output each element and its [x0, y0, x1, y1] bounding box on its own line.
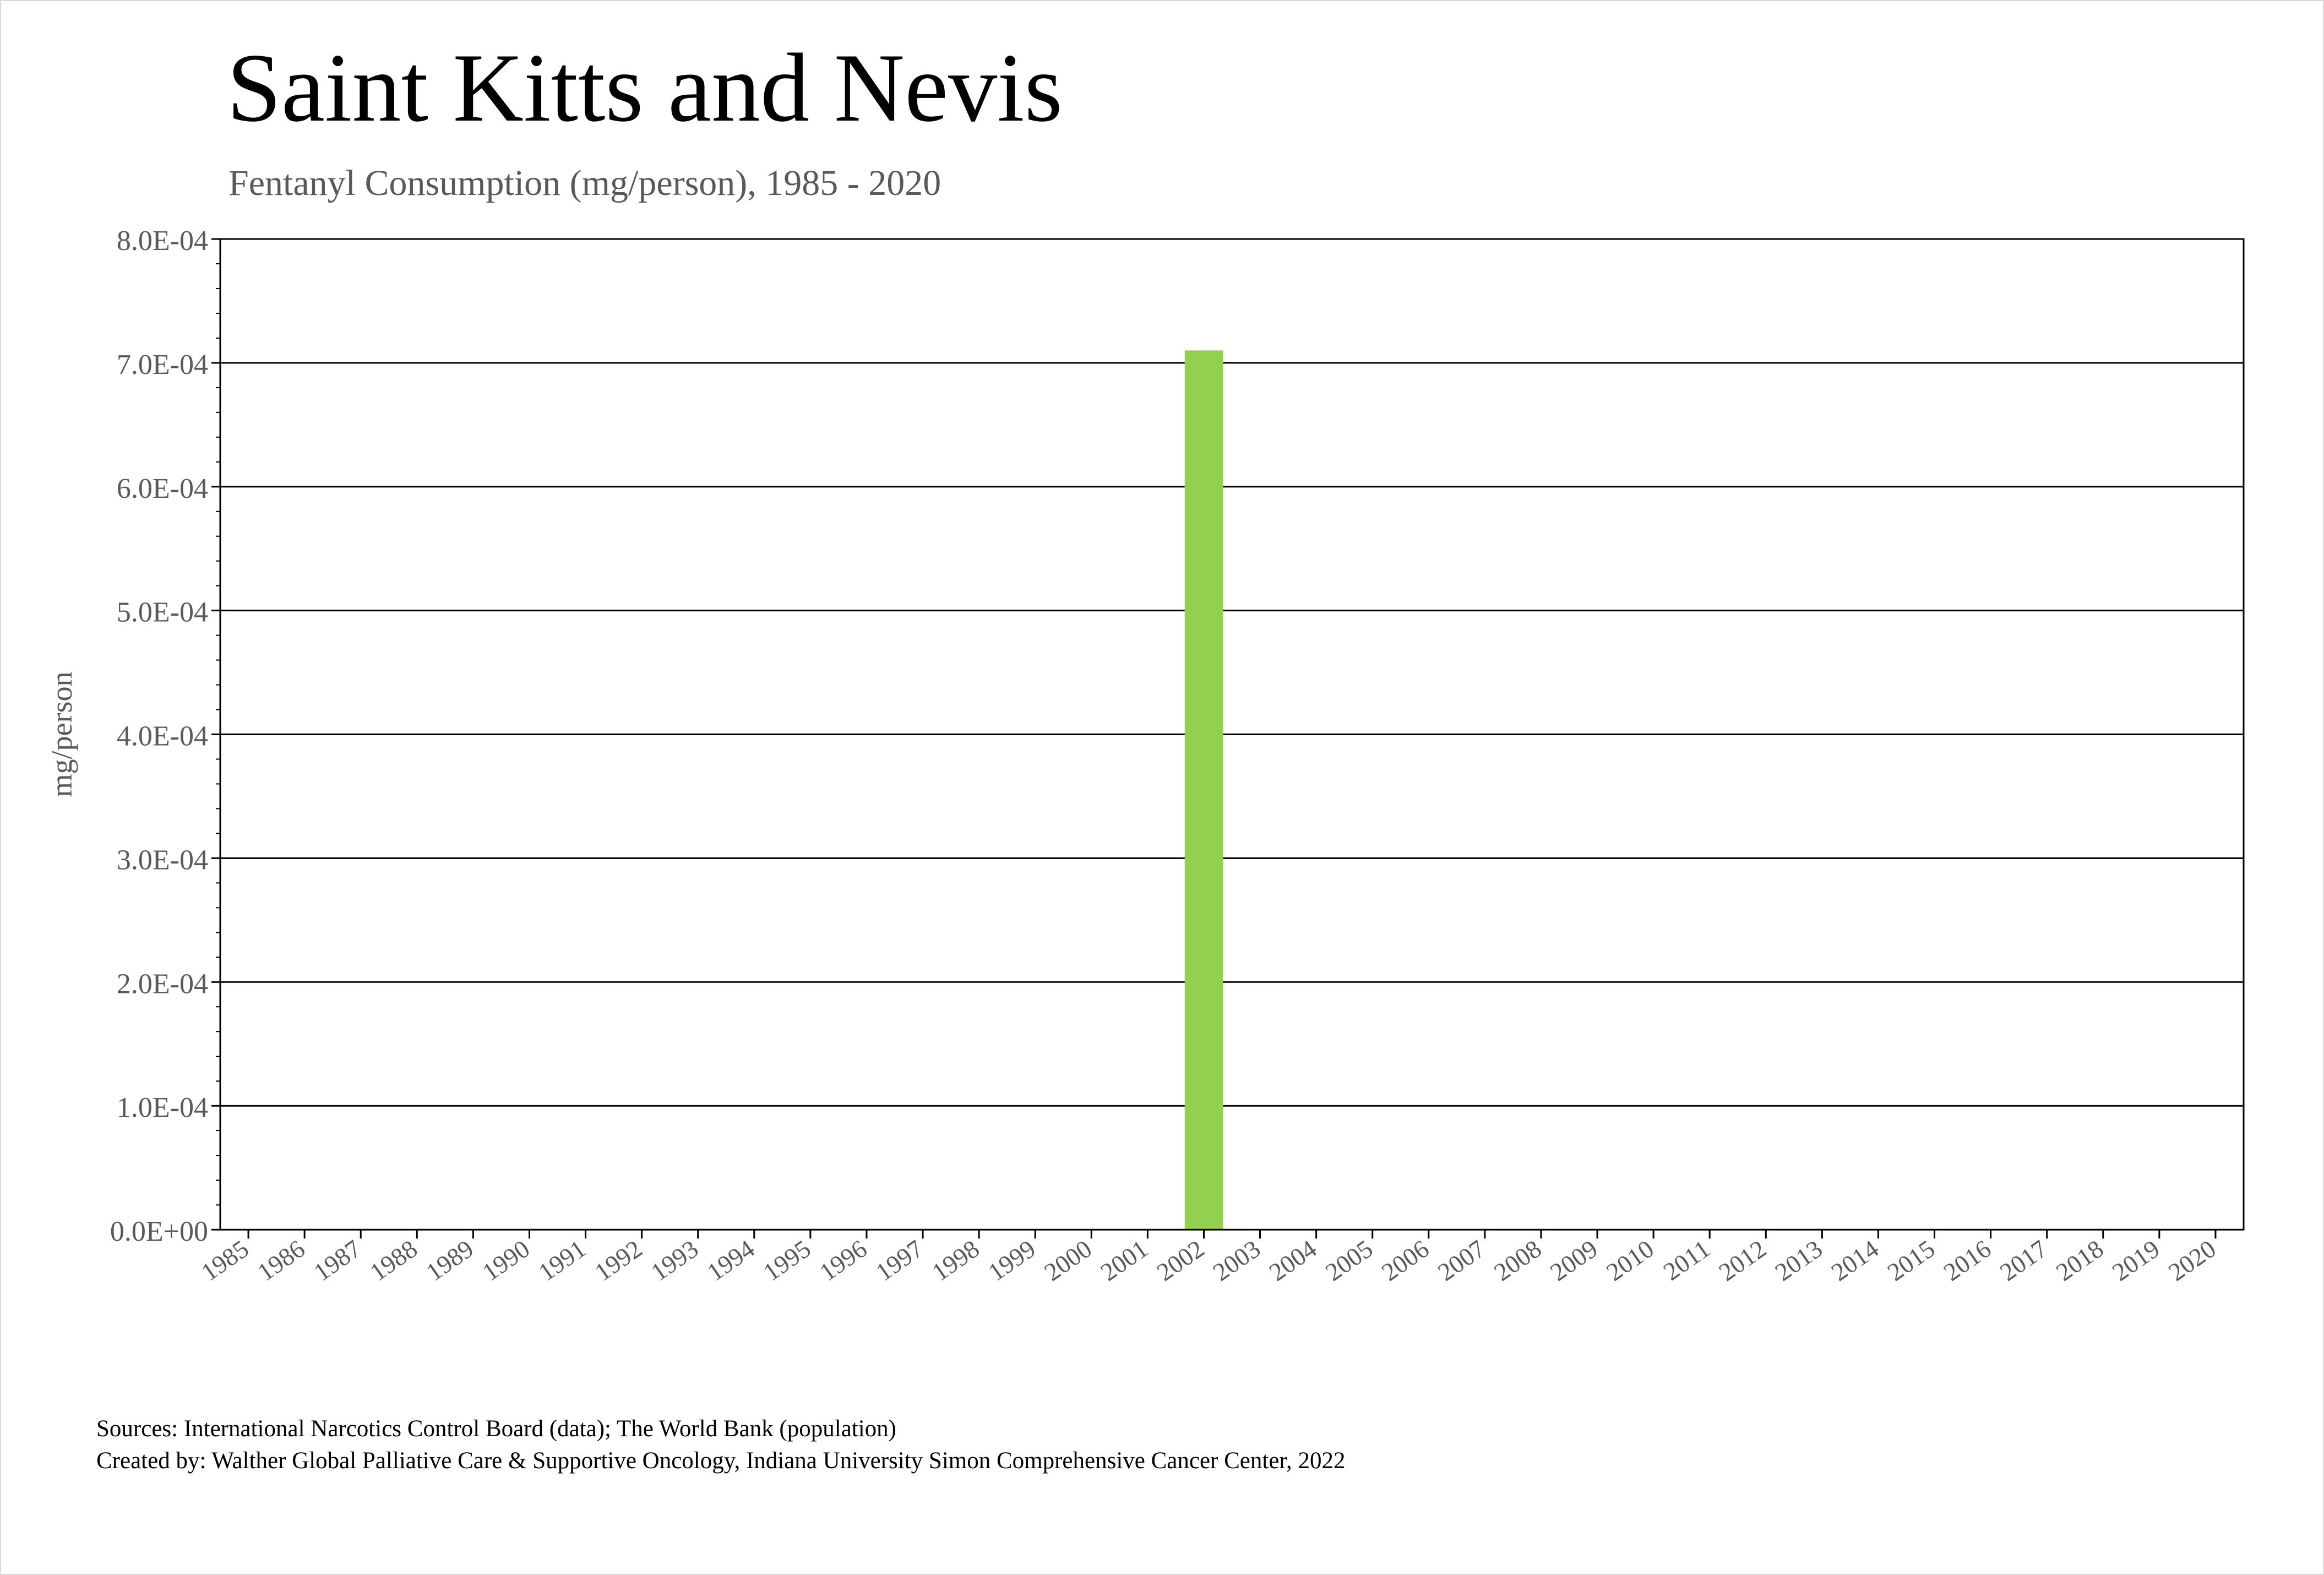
- x-tick-label: 2005: [1320, 1234, 1378, 1286]
- x-tick-label: 2002: [1152, 1234, 1210, 1286]
- chart-subtitle: Fentanyl Consumption (mg/person), 1985 -…: [228, 163, 941, 203]
- y-axis-label: mg/person: [45, 672, 78, 797]
- y-tick-label: 0.0E+00: [110, 1216, 208, 1247]
- x-tick-label: 2015: [1882, 1234, 1940, 1286]
- sources-line: Sources: International Narcotics Control…: [96, 1416, 896, 1442]
- y-tick-label: 1.0E-04: [117, 1092, 208, 1123]
- x-tick-label: 2009: [1545, 1234, 1603, 1286]
- x-tick-label: 2011: [1658, 1234, 1715, 1286]
- x-tick-label: 1996: [814, 1234, 872, 1286]
- x-tick-label: 1987: [308, 1234, 366, 1286]
- x-tick-label: 2013: [1770, 1234, 1827, 1286]
- y-tick-label: 6.0E-04: [117, 473, 208, 504]
- y-tick-label: 4.0E-04: [117, 721, 208, 752]
- x-tick-label: 1986: [252, 1234, 310, 1286]
- chart-title: Saint Kitts and Nevis: [227, 33, 1063, 142]
- y-tick-label: 3.0E-04: [117, 844, 208, 876]
- x-tick-label: 2014: [1826, 1234, 1884, 1286]
- x-tick-label: 2007: [1433, 1234, 1490, 1286]
- x-tick-label: 2004: [1264, 1234, 1322, 1286]
- x-tick-label: 2019: [2107, 1234, 2165, 1286]
- x-tick-label: 2018: [2051, 1234, 2109, 1286]
- x-tick-label: 1997: [870, 1234, 928, 1286]
- chart-sources: Sources: International Narcotics Control…: [96, 1413, 1346, 1477]
- x-tick-label: 2001: [1095, 1234, 1153, 1286]
- x-tick-label: 1998: [927, 1234, 984, 1286]
- x-tick-label: 1994: [702, 1234, 760, 1286]
- x-tick-label: 1990: [477, 1234, 535, 1286]
- x-tick-label: 2006: [1376, 1234, 1434, 1286]
- x-tick-label: 2016: [1939, 1234, 1996, 1286]
- y-tick-label: 5.0E-04: [117, 597, 208, 628]
- x-tick-label: 2008: [1489, 1234, 1547, 1286]
- y-tick-label: 7.0E-04: [117, 349, 208, 381]
- x-tick-label: 1999: [983, 1234, 1041, 1286]
- x-tick-label: 1991: [534, 1234, 591, 1286]
- y-tick-label: 8.0E-04: [117, 225, 208, 257]
- x-tick-label: 2000: [1039, 1234, 1097, 1286]
- x-tick-label: 1989: [421, 1234, 478, 1286]
- x-tick-label: 1992: [590, 1234, 647, 1286]
- y-tick-label: 2.0E-04: [117, 968, 208, 1000]
- x-tick-label: 2017: [1995, 1234, 2053, 1286]
- x-tick-label: 2003: [1208, 1234, 1266, 1286]
- x-tick-label: 2020: [2163, 1234, 2221, 1286]
- created-by-line: Created by: Walther Global Palliative Ca…: [96, 1448, 1346, 1474]
- bar-2002: [1184, 350, 1223, 1230]
- x-tick-label: 1995: [758, 1234, 816, 1286]
- x-tick-label: 2010: [1601, 1234, 1659, 1286]
- x-tick-label: 2012: [1713, 1234, 1771, 1286]
- x-tick-label: 1988: [364, 1234, 422, 1286]
- x-tick-label: 1993: [646, 1234, 704, 1286]
